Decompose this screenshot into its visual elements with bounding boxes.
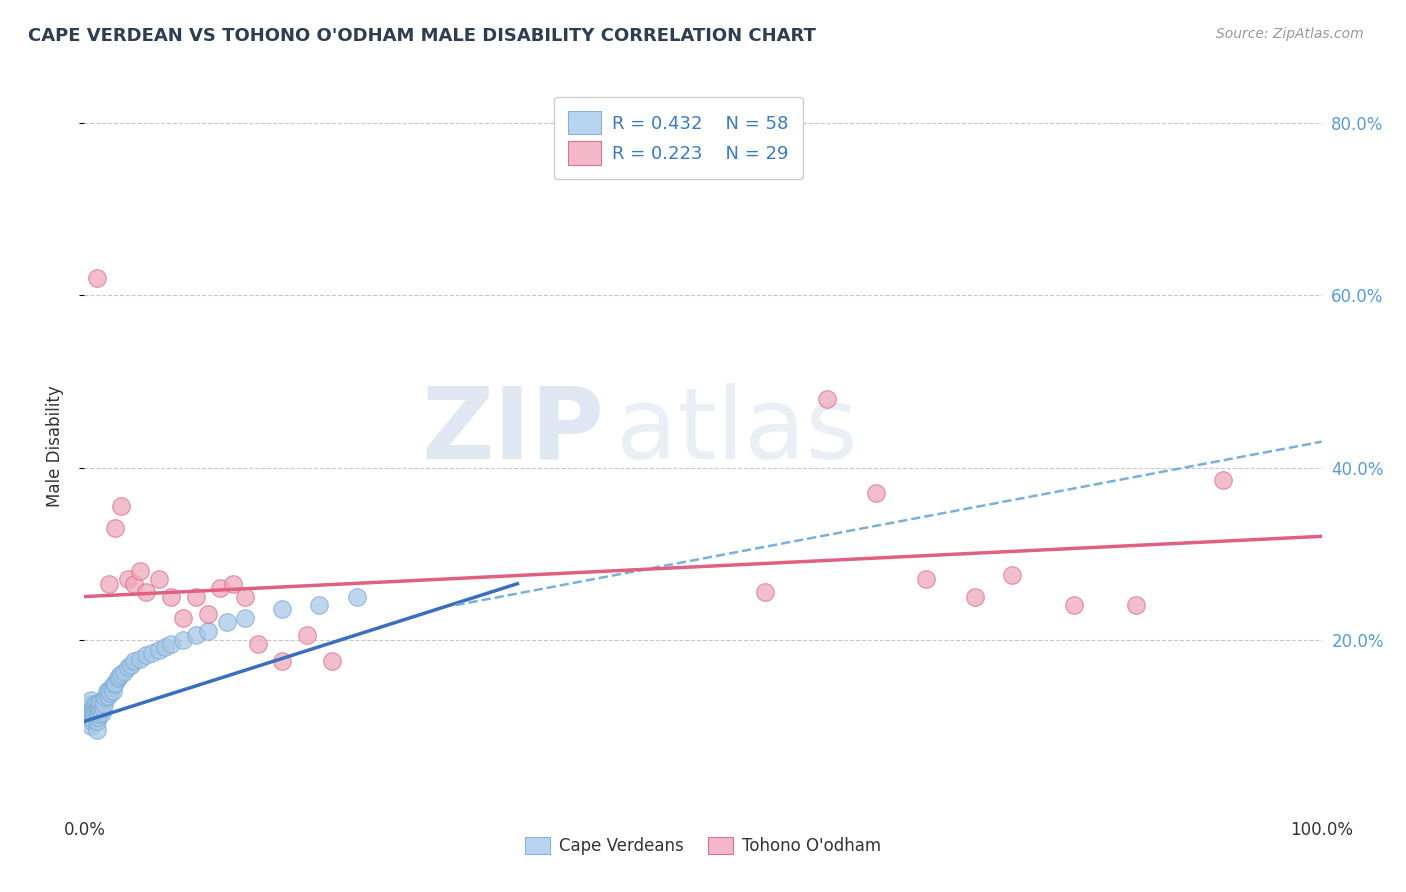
Point: [153, 640, 176, 654]
Point: [79, 710, 101, 724]
Point: [79, 697, 101, 711]
Point: [321, 654, 343, 668]
Point: [91, 701, 114, 715]
Text: CAPE VERDEAN VS TOHONO O'ODHAM MALE DISABILITY CORRELATION CHART: CAPE VERDEAN VS TOHONO O'ODHAM MALE DISA…: [28, 27, 815, 45]
Point: [965, 590, 987, 604]
Point: [100, 680, 122, 694]
Text: Source: ZipAtlas.com: Source: ZipAtlas.com: [1216, 27, 1364, 41]
Point: [160, 590, 183, 604]
Point: [135, 648, 157, 662]
Point: [129, 651, 152, 665]
Point: [209, 581, 232, 595]
Point: [103, 677, 125, 691]
Point: [97, 689, 120, 703]
Point: [80, 714, 103, 729]
Point: [112, 665, 135, 680]
Point: [89, 703, 111, 717]
Point: [87, 710, 110, 724]
Point: [98, 576, 121, 591]
Point: [86, 706, 108, 720]
Point: [148, 573, 170, 587]
Point: [96, 684, 118, 698]
Point: [101, 684, 124, 698]
Point: [141, 646, 163, 660]
Point: [233, 590, 256, 604]
Point: [754, 585, 776, 599]
Point: [1001, 568, 1024, 582]
Point: [815, 392, 838, 406]
Point: [79, 719, 101, 733]
Point: [86, 697, 108, 711]
Point: [233, 611, 256, 625]
Point: [82, 712, 104, 726]
Point: [172, 632, 194, 647]
Point: [129, 564, 152, 578]
Point: [91, 693, 114, 707]
Point: [93, 697, 115, 711]
Point: [135, 585, 157, 599]
Point: [83, 708, 105, 723]
Point: [172, 611, 194, 625]
Point: [89, 695, 111, 709]
Point: [184, 628, 207, 642]
Point: [79, 701, 101, 715]
Point: [89, 698, 111, 713]
Point: [295, 628, 318, 642]
Point: [271, 602, 294, 616]
Point: [122, 576, 145, 591]
Point: [308, 598, 330, 612]
Point: [90, 706, 112, 720]
Point: [84, 706, 107, 720]
Point: [222, 576, 245, 591]
Point: [98, 682, 121, 697]
Point: [1063, 598, 1085, 612]
Point: [110, 500, 132, 514]
Point: [83, 699, 105, 714]
Point: [84, 697, 107, 711]
Point: [117, 660, 139, 674]
Point: [271, 654, 294, 668]
Point: [117, 573, 139, 587]
Point: [79, 693, 101, 707]
Point: [79, 706, 101, 720]
Point: [89, 707, 111, 722]
Point: [184, 590, 207, 604]
Point: [120, 658, 142, 673]
Point: [148, 643, 170, 657]
Point: [160, 637, 183, 651]
Point: [346, 590, 368, 604]
Point: [86, 714, 108, 729]
Point: [104, 675, 127, 690]
Point: [197, 624, 219, 638]
Point: [107, 671, 129, 685]
Point: [108, 669, 131, 683]
Point: [110, 667, 132, 681]
Point: [122, 654, 145, 668]
Point: [197, 607, 219, 621]
Y-axis label: Male Disability: Male Disability: [45, 385, 63, 507]
Point: [98, 686, 121, 700]
Point: [87, 701, 110, 715]
Point: [86, 723, 108, 737]
Point: [246, 637, 269, 651]
Point: [865, 486, 887, 500]
Point: [80, 706, 103, 720]
Point: [1212, 474, 1234, 488]
Point: [82, 703, 104, 717]
Point: [94, 690, 117, 705]
Point: [1125, 598, 1147, 612]
Legend: R = 0.432    N = 58, R = 0.223    N = 29: R = 0.432 N = 58, R = 0.223 N = 29: [554, 96, 803, 179]
Text: atlas: atlas: [616, 383, 858, 480]
Point: [215, 615, 238, 630]
Point: [86, 271, 108, 285]
Text: ZIP: ZIP: [422, 383, 605, 480]
Point: [914, 573, 936, 587]
Point: [104, 521, 127, 535]
